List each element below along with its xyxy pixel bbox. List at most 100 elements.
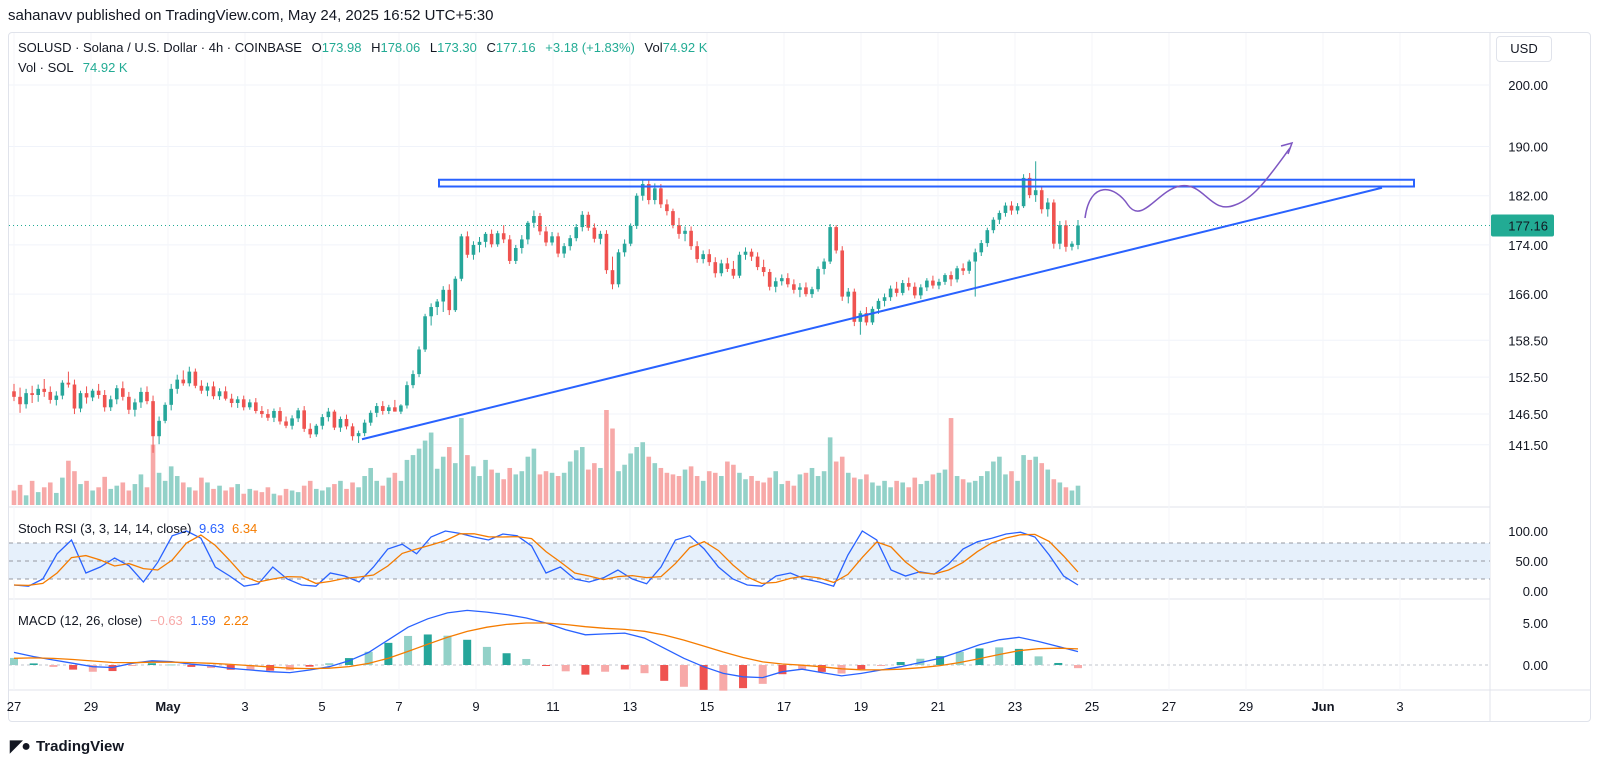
time-tick-label: 19 [854, 699, 868, 714]
macd-histogram-bar [660, 665, 669, 681]
volume-bar [1009, 471, 1014, 505]
candle-body [429, 307, 433, 317]
resistance-zone[interactable] [438, 178, 1415, 188]
volume-bar [737, 472, 742, 505]
volume-bar [525, 456, 531, 505]
volume-bar [573, 450, 579, 505]
volume-bar [54, 492, 59, 505]
projection-path[interactable] [1084, 147, 1291, 219]
macd-histogram-bar [522, 658, 531, 665]
volume-bar [972, 480, 978, 505]
volume-bar [767, 477, 772, 505]
volume-bar [271, 493, 277, 505]
macd-histogram-bar [995, 647, 1004, 665]
volume-bar [108, 488, 114, 505]
volume-bar [894, 480, 899, 505]
candle-body [362, 422, 367, 434]
volume-bar [731, 464, 736, 505]
low-value: 173.30 [437, 40, 477, 55]
volume-bar [978, 476, 984, 505]
candle-body [1064, 225, 1068, 247]
volume-bar [102, 476, 107, 505]
candle-body [1076, 225, 1080, 246]
volume-bar [852, 477, 857, 505]
ascending-trendline[interactable] [361, 186, 1383, 441]
candle-body [199, 385, 204, 391]
volume-bar [785, 480, 791, 505]
volume-bar [888, 487, 893, 505]
candle-body [683, 230, 687, 234]
candle-body [665, 204, 669, 212]
candle-body [640, 184, 645, 196]
volume-bar [561, 472, 567, 505]
macd-histogram-bar [147, 663, 156, 665]
vol-line-label: Vol · SOL [18, 60, 74, 75]
candle-body [574, 227, 579, 239]
volume-bar [180, 482, 186, 505]
volume-bar [1015, 480, 1020, 505]
candle-body [127, 396, 131, 410]
volume-bar [1039, 463, 1045, 505]
volume-bar [301, 485, 307, 505]
volume-bar [924, 480, 930, 505]
volume-bar [682, 469, 688, 505]
vol-line-value: 74.92 K [82, 60, 128, 75]
close-label: C [486, 40, 496, 55]
candle-body [937, 281, 941, 286]
candle-body [296, 410, 300, 419]
macd-histogram-bar [463, 639, 472, 665]
tradingview-logo[interactable]: ◤● TradingView [10, 736, 124, 756]
candle-body [18, 396, 22, 405]
candle-body [114, 388, 119, 400]
candle-body [308, 428, 313, 435]
macd-signal-line [13, 622, 1079, 671]
candle-body [961, 268, 965, 271]
macd-histogram-bar [29, 663, 38, 665]
candle-body [241, 399, 246, 408]
time-tick-label: 27 [7, 699, 21, 714]
candle-body [562, 246, 566, 254]
volume-bar [997, 456, 1002, 505]
candle-body [332, 411, 337, 428]
candle-body [894, 288, 899, 293]
volume-legend: Vol · SOL 74.92 K [18, 60, 128, 75]
stoch-tick-label: 0.00 [1523, 584, 1548, 599]
vol-label: Vol [644, 40, 663, 55]
volume-bar [471, 466, 476, 505]
volume-bar [66, 460, 71, 505]
candle-body [380, 406, 385, 411]
volume-bar [47, 482, 53, 505]
candle-body [792, 284, 796, 290]
macd-histogram-bar [601, 665, 610, 672]
volume-bar [265, 487, 271, 505]
candle-body [610, 270, 615, 285]
price-tick-label: 182.00 [1508, 189, 1548, 204]
volume-bar [380, 485, 386, 505]
candle-body [900, 283, 905, 293]
candle-body [604, 233, 609, 271]
candle-body [556, 236, 560, 254]
candle-body [314, 425, 319, 435]
volume-bar [658, 467, 664, 505]
price-tick-label: 200.00 [1508, 78, 1548, 93]
volume-bar [187, 487, 192, 505]
volume-bar [1057, 482, 1063, 505]
candle-body [767, 271, 772, 287]
volume-bar [295, 492, 301, 505]
macd-hist-value: −0.63 [149, 613, 183, 628]
currency-button[interactable]: USD [1496, 36, 1552, 62]
publisher-bar: sahanavv published on TradingView.com, M… [0, 0, 1600, 32]
symbol-legend: SOLUSD · Solana / U.S. Dollar · 4h · COI… [18, 40, 707, 55]
volume-bar [356, 487, 361, 505]
candle-body [882, 297, 887, 301]
volume-bar [991, 461, 996, 505]
candle-body [90, 390, 95, 398]
volume-bar [670, 474, 676, 505]
footer: ◤● TradingView [0, 730, 1600, 773]
macd-legend: MACD (12, 26, close) −0.63 1.59 2.22 [18, 613, 249, 628]
volume-bar [362, 476, 367, 505]
candle-body [48, 391, 53, 400]
change-value: +3.18 (+1.83%) [545, 40, 635, 55]
volume-bar [876, 485, 881, 505]
